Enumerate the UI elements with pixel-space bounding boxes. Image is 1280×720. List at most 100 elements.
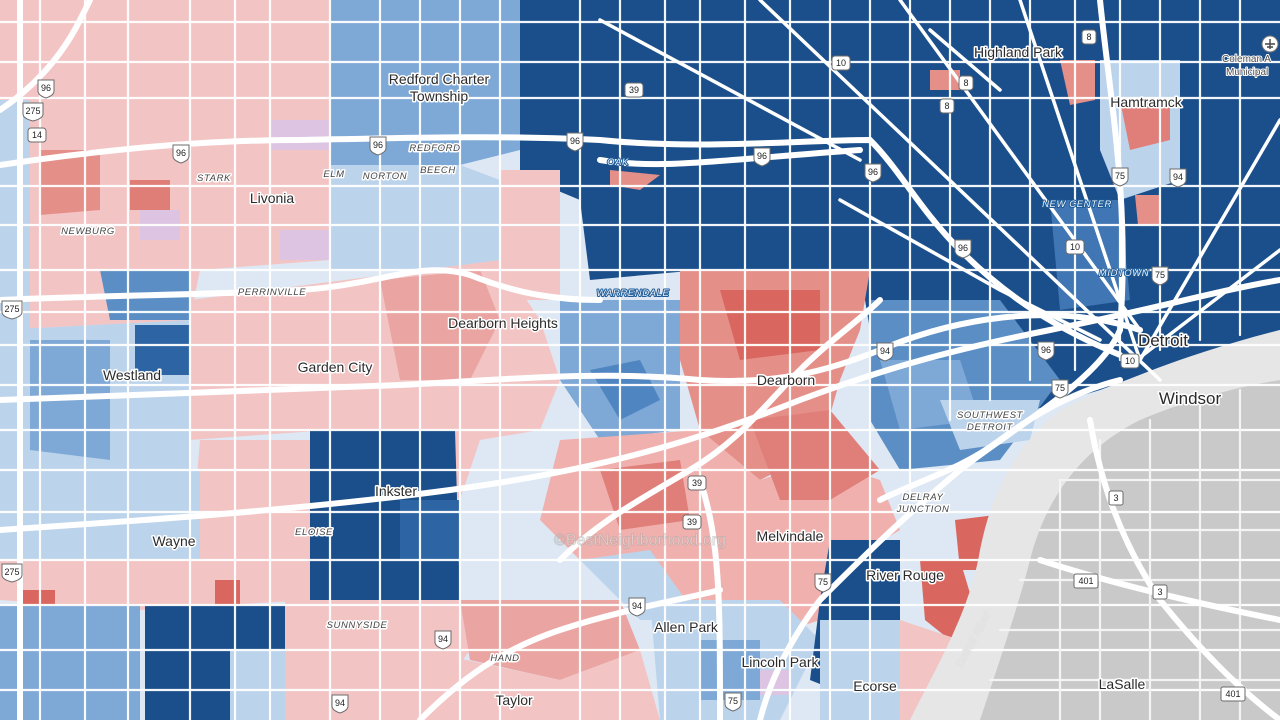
region-center-mid-red	[380, 270, 500, 380]
shield-i275-south: 275	[1, 563, 23, 583]
city-labels: Redford Charter Township Highland Park C…	[101, 43, 1272, 710]
svg-text:96: 96	[41, 83, 51, 93]
svg-text:10: 10	[836, 58, 846, 68]
region-sw-blue-strip	[0, 605, 140, 720]
svg-text:96: 96	[868, 167, 878, 177]
svg-text:94: 94	[632, 601, 642, 611]
region-purple-2	[280, 230, 330, 260]
svg-text:401: 401	[1078, 576, 1093, 586]
shield-i275-west: 275	[1, 300, 23, 320]
region-ne-red-1	[930, 70, 960, 90]
region-wayne-light-red	[0, 440, 310, 610]
svg-text:401: 401	[1225, 689, 1240, 699]
shield-r39-north: 39	[624, 82, 644, 98]
svg-text:39: 39	[629, 85, 639, 95]
region-wayne-light-blue	[60, 470, 200, 560]
svg-text:14: 14	[32, 130, 42, 140]
svg-text:94: 94	[880, 346, 890, 356]
svg-text:75: 75	[818, 577, 828, 587]
label-river-rouge: River Rouge	[866, 567, 944, 583]
shield-r401-a: 401	[1073, 573, 1099, 589]
svg-text:96: 96	[373, 140, 383, 150]
svg-text:96: 96	[958, 243, 968, 253]
label-newburg: NEWBURG	[61, 226, 115, 237]
svg-text:96: 96	[570, 136, 580, 146]
label-ecorse: Ecorse	[853, 678, 897, 694]
label-inkster: Inkster	[375, 483, 417, 499]
region-redford-light-blue	[330, 165, 500, 270]
highway-shields: 96 275 14 96 96 96	[1, 29, 1246, 714]
label-stark: STARK	[197, 173, 231, 184]
svg-text:10: 10	[1070, 242, 1080, 252]
shield-r39-south-a: 39	[687, 475, 707, 491]
label-warrendale: WARRENDALE	[597, 288, 670, 299]
label-dearborn: Dearborn	[757, 372, 815, 388]
shield-r39-south-b: 39	[682, 514, 702, 530]
shield-i75-lincoln: 75	[724, 692, 742, 712]
shield-r10-center: 10	[1065, 239, 1085, 255]
svg-text:275: 275	[4, 567, 19, 577]
shield-i96-east: 96	[753, 147, 771, 167]
shield-i94-taylor: 94	[434, 630, 452, 650]
shield-r10-north: 10	[831, 55, 851, 71]
svg-text:8: 8	[1086, 32, 1091, 42]
shield-r401-b: 401	[1220, 686, 1246, 702]
shield-r3-canada-b: 3	[1152, 584, 1168, 600]
region-inkster-mid-blue	[400, 500, 460, 560]
svg-text:96: 96	[1041, 345, 1051, 355]
region-warrendale-red	[500, 170, 560, 300]
svg-text:75: 75	[1115, 171, 1125, 181]
label-norton: NORTON	[363, 171, 407, 182]
svg-text:75: 75	[1055, 383, 1065, 393]
label-westland: Westland	[103, 367, 161, 383]
label-allen-park: Allen Park	[654, 619, 719, 635]
shield-r14: 14	[27, 127, 47, 143]
shield-i94-ne: 94	[1169, 168, 1187, 188]
shield-i96-west: 96	[37, 79, 55, 99]
label-highland-park: Highland Park	[974, 44, 1063, 60]
shield-i75-north: 75	[1111, 167, 1129, 187]
label-eloise: ELOISE	[295, 527, 333, 538]
svg-text:39: 39	[692, 478, 702, 488]
label-lincoln-park: Lincoln Park	[741, 654, 819, 670]
shield-r8-c: 8	[1081, 29, 1097, 45]
region-hamtramck-red	[1120, 100, 1170, 150]
label-southwest-line1: SOUTHWEST	[957, 410, 1024, 421]
label-garden-city: Garden City	[298, 359, 373, 375]
label-detroit: Detroit	[1138, 331, 1188, 350]
region-melvindale-red-2	[750, 410, 880, 500]
label-coleman-line1: Coleman A	[1222, 54, 1271, 65]
svg-text:3: 3	[1157, 587, 1162, 597]
shield-i94-dearborn: 94	[876, 342, 894, 362]
svg-text:3: 3	[1113, 493, 1118, 503]
label-redford-line1: Redford Charter	[389, 71, 490, 87]
shield-i96-center: 96	[566, 132, 584, 152]
label-coleman-line2: Municipal	[1226, 67, 1268, 78]
label-delray-line1: DELRAY	[903, 492, 944, 503]
svg-text:96: 96	[176, 148, 186, 158]
shield-r3-canada: 3	[1108, 490, 1124, 506]
svg-text:39: 39	[687, 517, 697, 527]
svg-text:8: 8	[963, 78, 968, 88]
svg-text:75: 75	[1155, 270, 1165, 280]
label-oak: OAK	[607, 157, 629, 168]
detroit-river	[910, 330, 1280, 720]
shield-i75-sw: 75	[1051, 379, 1069, 399]
shield-i96-livonia: 96	[172, 144, 190, 164]
neighborhood-labels: REDFORD STARK ELM NORTON BEECH OAK NEWBU…	[60, 142, 1150, 666]
label-hamtramck: Hamtramck	[1110, 94, 1183, 110]
svg-text:275: 275	[25, 106, 40, 116]
shield-i96-jct: 96	[864, 163, 882, 183]
shield-i96-redford: 96	[369, 136, 387, 156]
shield-i75-south: 75	[814, 573, 832, 593]
shield-i96-downtown: 96	[1037, 341, 1055, 361]
region-ecorse-light-blue	[820, 620, 900, 720]
label-melvindale: Melvindale	[757, 528, 824, 544]
svg-text:94: 94	[438, 634, 448, 644]
svg-text:94: 94	[335, 698, 345, 708]
label-redford-line2: Township	[410, 88, 469, 104]
shield-i94-allen: 94	[628, 597, 646, 617]
region-westland-strong	[135, 325, 190, 375]
